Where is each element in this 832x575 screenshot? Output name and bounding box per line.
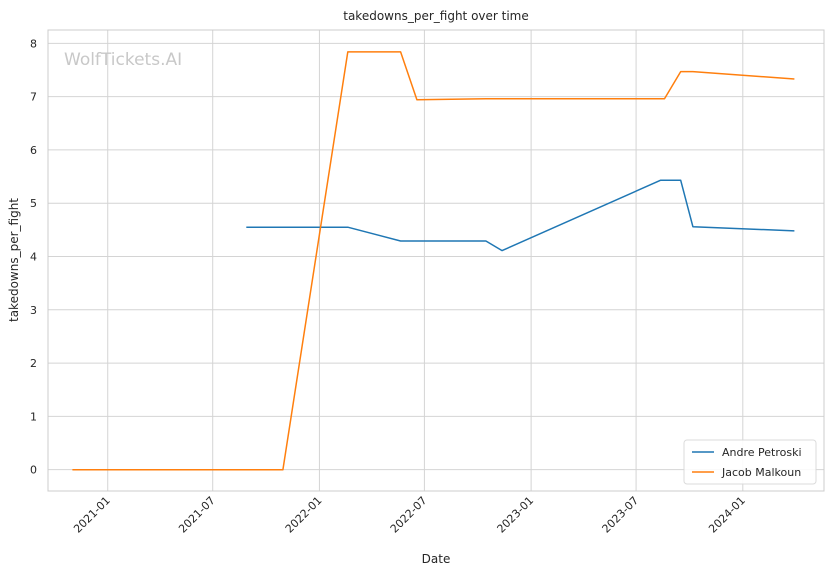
watermark: WolfTickets.AI	[64, 50, 182, 70]
y-tick-label: 2	[30, 357, 37, 370]
y-tick-label: 7	[30, 91, 37, 104]
x-axis-title: Date	[422, 552, 451, 566]
x-tick-label: 2022-01	[283, 494, 325, 536]
plot-background	[48, 30, 824, 491]
series-line-andre-petroski	[246, 179, 795, 252]
legend-box	[683, 439, 817, 485]
legend-label-jacob-malkoun: Jacob Malkoun	[721, 466, 801, 479]
y-tick-label: 5	[30, 197, 37, 210]
x-tick-label: 2022-07	[388, 494, 430, 536]
y-tick-label: 0	[30, 464, 37, 477]
series-lines	[72, 51, 795, 471]
x-tick-label: 2024-01	[706, 494, 748, 536]
x-tick-labels: 2021-01 2021-07 2022-01 2022-07 2023-01 2023-…	[71, 494, 748, 536]
x-tick-label: 2021-07	[176, 494, 218, 536]
y-tick-label: 8	[30, 37, 37, 50]
y-tick-label: 4	[30, 251, 37, 264]
x-tick-label: 2021-01	[71, 494, 113, 536]
x-tick-label: 2023-01	[495, 494, 537, 536]
y-tick-label: 3	[30, 304, 37, 317]
legend: Andre Petroski Jacob Malkoun	[683, 439, 817, 485]
legend-label-andre-petroski: Andre Petroski	[722, 446, 802, 459]
y-axis-title: takedowns_per_fight	[7, 198, 21, 322]
y-tick-labels: 0 1 2 3 4 5 6 7 8	[30, 37, 37, 476]
x-tick-label: 2023-07	[600, 494, 642, 536]
plot-frame	[47, 29, 825, 492]
y-tick-label: 6	[30, 144, 37, 157]
chart-title: takedowns_per_fight over time	[343, 9, 529, 23]
series-line-jacob-malkoun	[72, 51, 795, 471]
y-tick-label: 1	[30, 410, 37, 423]
